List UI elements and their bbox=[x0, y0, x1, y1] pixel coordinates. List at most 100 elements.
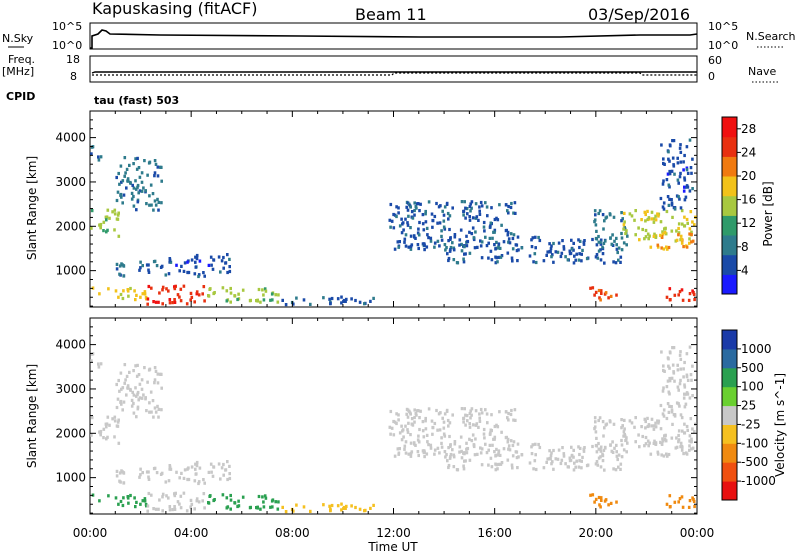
data-cell bbox=[136, 183, 140, 188]
data-cell bbox=[626, 441, 629, 445]
data-cell bbox=[126, 179, 129, 183]
data-cell bbox=[440, 441, 443, 445]
data-cell bbox=[675, 229, 678, 233]
data-cell bbox=[427, 443, 430, 447]
data-cell bbox=[506, 209, 509, 213]
data-cell bbox=[615, 247, 619, 251]
data-cell bbox=[678, 382, 682, 386]
data-cell bbox=[495, 447, 498, 451]
data-cell bbox=[623, 427, 626, 431]
data-cell bbox=[660, 235, 664, 239]
data-cell bbox=[668, 298, 672, 302]
data-cell bbox=[119, 371, 123, 375]
data-cell bbox=[493, 228, 497, 232]
data-cell bbox=[404, 233, 408, 237]
data-cell bbox=[336, 504, 340, 508]
data-cell bbox=[532, 467, 535, 471]
data-cell bbox=[649, 452, 653, 456]
data-cell bbox=[145, 202, 148, 206]
data-cell bbox=[137, 166, 141, 170]
data-cell bbox=[683, 405, 687, 409]
data-cell bbox=[495, 256, 498, 260]
data-cell bbox=[533, 252, 537, 256]
data-cell bbox=[667, 183, 671, 187]
data-cell bbox=[195, 499, 199, 503]
data-cell bbox=[662, 207, 666, 211]
data-cell bbox=[113, 212, 117, 216]
data-cell bbox=[462, 257, 465, 261]
data-cell bbox=[439, 411, 442, 415]
data-cell bbox=[151, 399, 155, 403]
data-cell bbox=[147, 161, 151, 165]
data-cell bbox=[478, 416, 481, 420]
data-cell bbox=[136, 390, 140, 395]
data-cell bbox=[117, 502, 120, 506]
colorbar-tick-label: 4 bbox=[741, 263, 749, 277]
data-cell bbox=[189, 498, 193, 502]
data-cell bbox=[691, 364, 694, 368]
data-cell bbox=[659, 427, 663, 431]
data-cell bbox=[657, 214, 660, 218]
data-cell bbox=[433, 452, 436, 456]
data-cell bbox=[646, 209, 649, 213]
data-cell bbox=[620, 248, 624, 252]
data-cell bbox=[546, 250, 549, 254]
data-cell bbox=[292, 509, 295, 513]
data-cell bbox=[469, 209, 472, 213]
data-cell bbox=[442, 219, 446, 223]
data-cell bbox=[219, 477, 222, 481]
data-cell bbox=[534, 235, 537, 239]
data-cell bbox=[452, 455, 456, 459]
data-cell bbox=[153, 174, 156, 178]
data-cell bbox=[599, 289, 603, 293]
data-cell bbox=[557, 448, 561, 452]
data-cell bbox=[578, 252, 581, 256]
data-cell bbox=[679, 350, 682, 354]
data-cell bbox=[688, 138, 692, 142]
data-cell bbox=[97, 362, 100, 366]
data-cell bbox=[127, 294, 130, 298]
data-cell bbox=[126, 384, 130, 388]
data-cell bbox=[625, 436, 628, 440]
data-cell bbox=[115, 198, 119, 203]
data-cell bbox=[395, 205, 398, 209]
data-cell bbox=[132, 194, 135, 199]
data-cell bbox=[643, 444, 646, 448]
data-cell bbox=[372, 503, 375, 507]
data-cell bbox=[132, 186, 136, 190]
data-cell bbox=[668, 350, 672, 354]
data-cell bbox=[140, 378, 144, 382]
data-cell bbox=[469, 409, 472, 413]
data-cell bbox=[142, 186, 145, 190]
data-cell bbox=[210, 263, 213, 267]
data-cell bbox=[568, 456, 572, 460]
data-cell bbox=[566, 465, 570, 469]
data-cell bbox=[118, 264, 122, 268]
data-cell bbox=[679, 413, 683, 417]
data-cell bbox=[633, 425, 636, 429]
data-cell bbox=[157, 300, 160, 304]
data-cell bbox=[249, 505, 252, 509]
data-cell bbox=[129, 180, 132, 185]
data-cell bbox=[654, 218, 658, 222]
data-cell bbox=[410, 243, 414, 247]
y-tick-label: 3000 bbox=[55, 382, 86, 396]
data-cell bbox=[158, 291, 161, 295]
data-cell bbox=[158, 498, 161, 502]
data-cell bbox=[145, 504, 148, 508]
data-cell bbox=[90, 352, 94, 356]
data-cell bbox=[497, 255, 500, 259]
y-tick-label: 3000 bbox=[55, 175, 86, 189]
data-cell bbox=[197, 480, 201, 484]
data-cell bbox=[649, 245, 653, 249]
data-cell bbox=[130, 404, 134, 408]
data-cell bbox=[406, 208, 410, 212]
data-cell bbox=[661, 412, 665, 416]
data-cell bbox=[277, 500, 280, 504]
data-cell bbox=[662, 408, 666, 412]
time-axis-label: Time UT bbox=[367, 540, 418, 554]
data-cell bbox=[468, 215, 471, 219]
data-cell bbox=[560, 251, 564, 255]
data-cell bbox=[207, 501, 210, 505]
data-cell bbox=[350, 504, 353, 508]
